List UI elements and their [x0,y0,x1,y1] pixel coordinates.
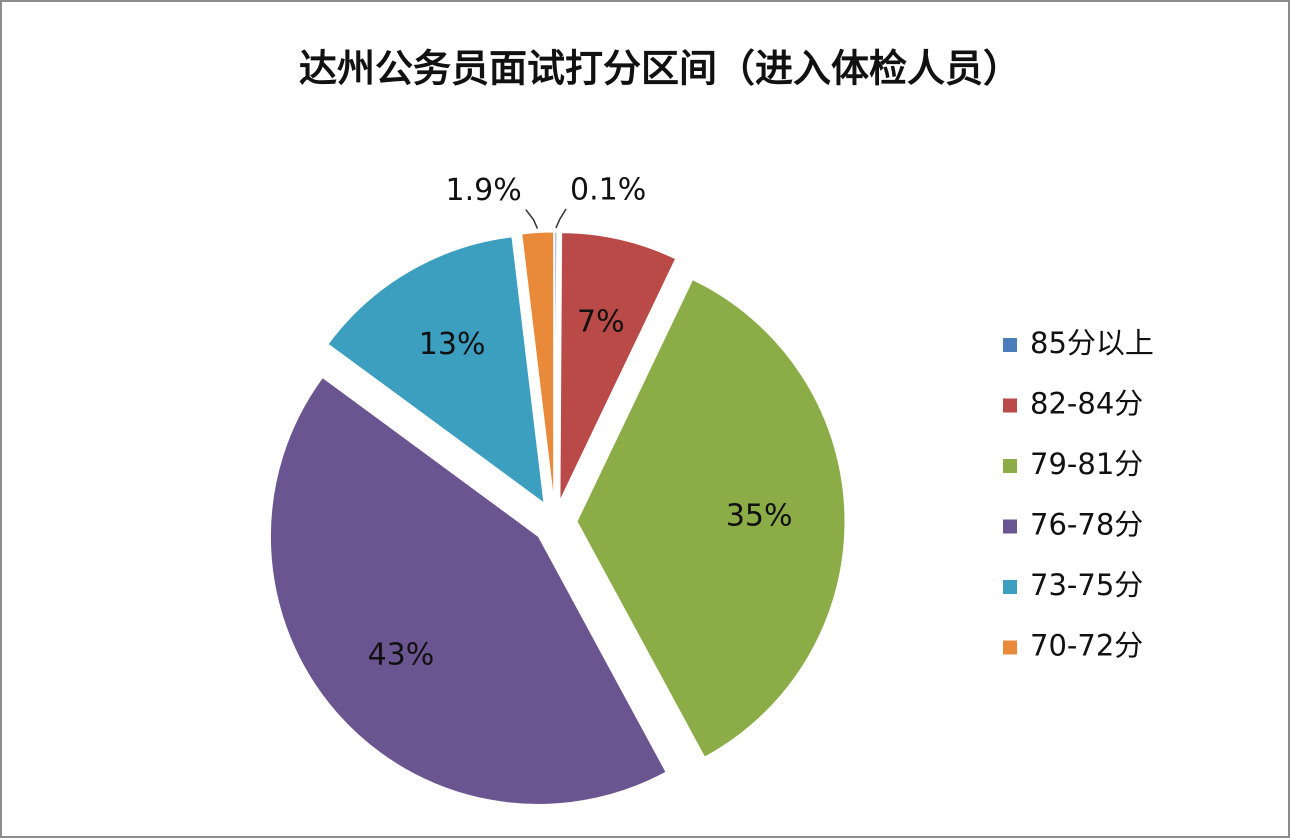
legend-swatch [1003,459,1017,473]
legend-label: 79-81分 [1030,447,1143,481]
legend-swatch [1003,640,1017,655]
pie-slice [327,236,545,505]
pie-slice [554,231,558,501]
pie-slice [269,376,667,805]
pie-slice [521,231,555,501]
pie-slice [576,279,846,758]
data-label: 7% [577,304,625,339]
legend-label: 82-84分 [1030,387,1143,421]
legend-swatch [1003,338,1017,352]
legend-label: 73-75分 [1030,568,1143,602]
legend-swatch [1003,398,1017,413]
legend-swatch [1003,519,1017,534]
legend-swatch [1003,580,1017,594]
legend-label: 70-72分 [1030,629,1143,663]
data-label: 1.9% [446,173,522,208]
data-label: 13% [419,327,486,362]
data-label: 35% [726,498,793,533]
legend-label: 85分以上 [1030,326,1154,360]
leader-line [555,208,567,229]
legend-label: 76-78分 [1030,508,1143,542]
data-label: 0.1% [570,173,646,208]
data-label: 43% [368,638,435,673]
pie-slice [559,232,677,501]
leader-line [525,209,539,229]
chart-title: 达州公务员面试打分区间（进入体检人员） [299,46,1021,91]
